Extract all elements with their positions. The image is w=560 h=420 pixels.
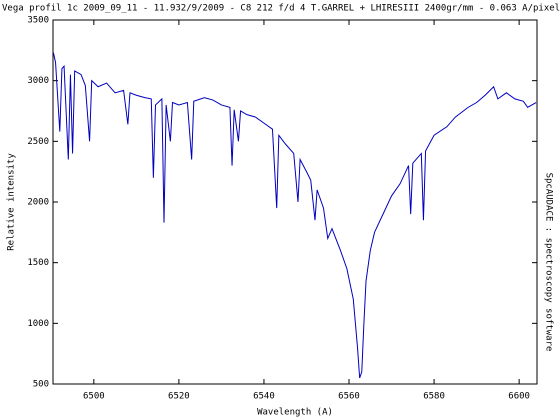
- x-axis-label: Wavelength (A): [257, 408, 333, 418]
- spectrum-line: [52, 52, 537, 379]
- x-tick-label: 6500: [83, 392, 105, 402]
- y-tick-label: 3500: [27, 16, 49, 26]
- y-tick-label: 2500: [27, 137, 49, 147]
- y-tick-label: 500: [33, 380, 49, 390]
- y-tick-label: 3000: [27, 76, 49, 86]
- x-tick-label: 6580: [423, 392, 445, 402]
- x-tick-label: 6540: [253, 392, 275, 402]
- x-tick-label: 6600: [508, 392, 530, 402]
- x-tick-label: 6520: [168, 392, 190, 402]
- y-tick-label: 2000: [27, 198, 49, 208]
- y-tick-label: 1000: [27, 319, 49, 329]
- plot-frame: [52, 19, 538, 385]
- chart-title: Vega profil 1c 2009_09_11 - 11.932/9/200…: [2, 4, 560, 14]
- y-axis-label: Relative intensity: [7, 153, 17, 251]
- side-label: SpcAUDACE : spectroscopy software: [544, 173, 554, 352]
- x-tick-label: 6560: [338, 392, 360, 402]
- y-tick-label: 1500: [27, 258, 49, 268]
